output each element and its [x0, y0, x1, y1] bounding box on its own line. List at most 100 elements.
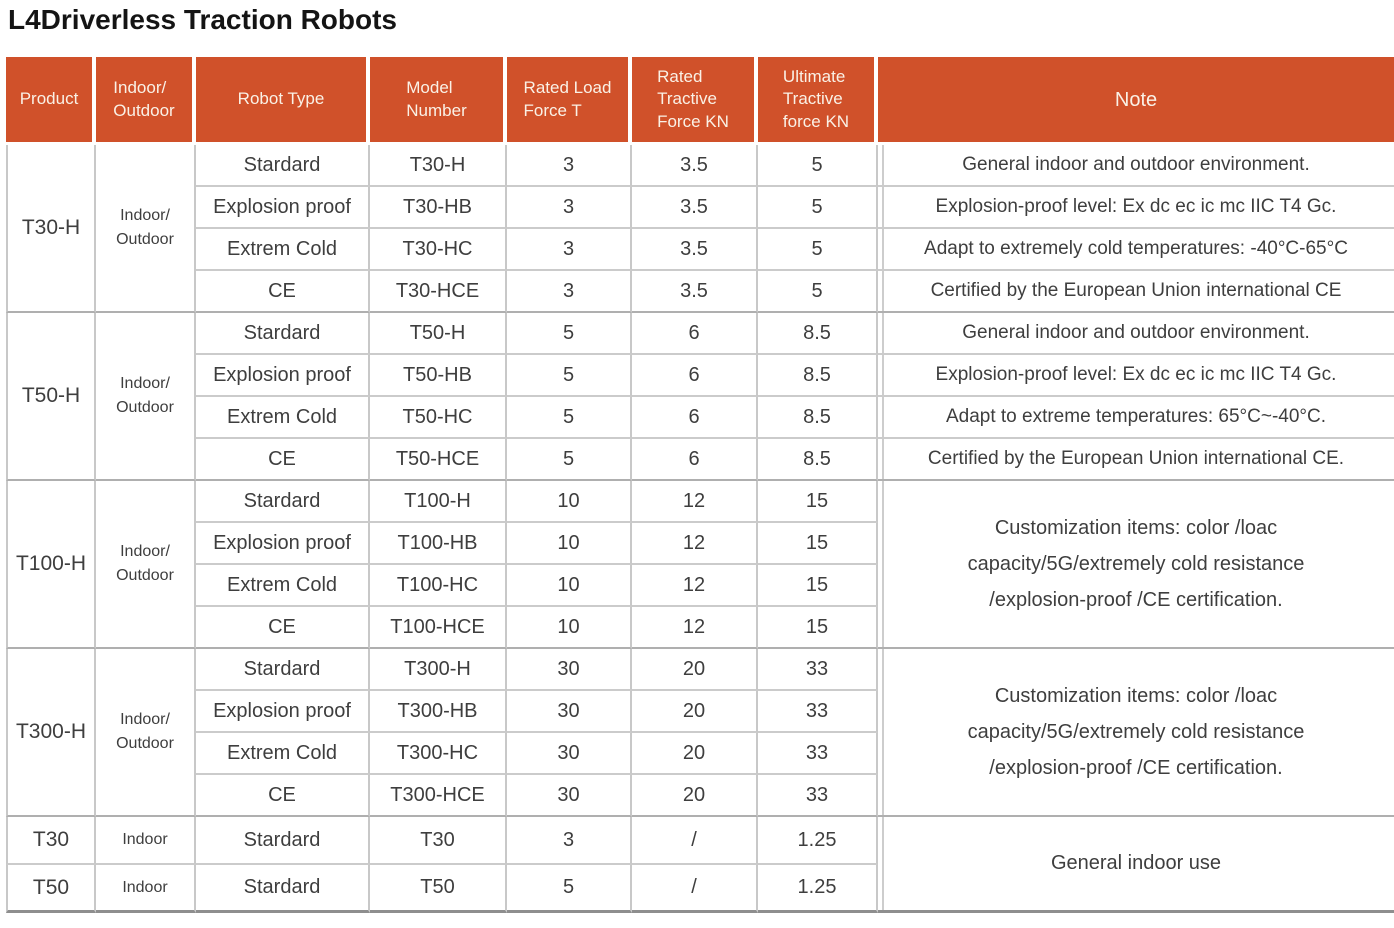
- rated-load-cell: 10: [507, 481, 632, 523]
- column-header-label: Note: [1114, 88, 1158, 111]
- rated-load-cell: 10: [507, 607, 632, 649]
- rated-load-cell: 10: [507, 565, 632, 607]
- rated-tractive-cell: 12: [632, 607, 758, 649]
- ultimate-tractive-cell: 33: [758, 775, 878, 817]
- model-cell: T50-HCE: [370, 439, 507, 481]
- model-cell: T30-H: [370, 145, 507, 187]
- rated-tractive-cell: 6: [632, 397, 758, 439]
- robot-type-cell: Stardard: [196, 649, 370, 691]
- product-cell: T100-H: [6, 481, 96, 649]
- robot-type-cell: Stardard: [196, 865, 370, 913]
- product-cell: T50-H: [6, 313, 96, 481]
- rated-tractive-cell: 6: [632, 313, 758, 355]
- column-header-robot-type: Robot Type: [196, 57, 370, 145]
- column-header-indoor-outdoor: Indoor/ Outdoor: [96, 57, 196, 145]
- ultimate-tractive-cell: 33: [758, 649, 878, 691]
- rated-load-cell: 5: [507, 355, 632, 397]
- robot-type-cell: Explosion proof: [196, 355, 370, 397]
- rated-load-cell: 3: [507, 145, 632, 187]
- rated-load-cell: 3: [507, 817, 632, 865]
- model-cell: T30-HCE: [370, 271, 507, 313]
- ultimate-tractive-cell: 33: [758, 733, 878, 775]
- robot-type-cell: Extrem Cold: [196, 229, 370, 271]
- ultimate-tractive-cell: 1.25: [758, 817, 878, 865]
- column-header-label: Product: [19, 89, 79, 109]
- ultimate-tractive-cell: 5: [758, 187, 878, 229]
- robot-type-cell: Extrem Cold: [196, 733, 370, 775]
- rated-tractive-cell: 20: [632, 733, 758, 775]
- rated-load-cell: 30: [507, 691, 632, 733]
- robot-type-cell: Explosion proof: [196, 523, 370, 565]
- environment-cell: Indoor/ Outdoor: [96, 649, 196, 817]
- robot-type-cell: CE: [196, 775, 370, 817]
- column-header-label: Rated Tractive Force KN: [657, 67, 729, 131]
- column-header-label: Rated Load Force T: [523, 78, 612, 120]
- rated-load-cell: 30: [507, 775, 632, 817]
- robot-type-cell: Stardard: [196, 817, 370, 865]
- column-header-model-number: Model Number: [370, 57, 507, 145]
- rated-tractive-cell: /: [632, 817, 758, 865]
- note-cell: General indoor and outdoor environment.: [878, 313, 1394, 355]
- robot-type-cell: Stardard: [196, 313, 370, 355]
- note-cell: Adapt to extreme temperatures: 65°C~-40°…: [878, 397, 1394, 439]
- robot-type-cell: Extrem Cold: [196, 397, 370, 439]
- robot-type-cell: Extrem Cold: [196, 565, 370, 607]
- robot-type-cell: CE: [196, 439, 370, 481]
- rated-tractive-cell: 3.5: [632, 145, 758, 187]
- rated-tractive-cell: 6: [632, 439, 758, 481]
- ultimate-tractive-cell: 15: [758, 607, 878, 649]
- ultimate-tractive-cell: 15: [758, 481, 878, 523]
- column-header-label: Indoor/ Outdoor: [113, 78, 175, 120]
- environment-cell: Indoor/ Outdoor: [96, 481, 196, 649]
- ultimate-tractive-cell: 5: [758, 229, 878, 271]
- model-cell: T300-HC: [370, 733, 507, 775]
- model-cell: T300-HCE: [370, 775, 507, 817]
- note-cell: Certified by the European Union internat…: [878, 439, 1394, 481]
- product-cell: T300-H: [6, 649, 96, 817]
- environment-cell: Indoor: [96, 817, 196, 865]
- model-cell: T50-HC: [370, 397, 507, 439]
- note-cell: Customization items: color /loac capacit…: [878, 649, 1394, 817]
- column-header-label: Ultimate Tractive force KN: [782, 67, 850, 131]
- ultimate-tractive-cell: 15: [758, 523, 878, 565]
- product-cell: T30: [6, 817, 96, 865]
- ultimate-tractive-cell: 5: [758, 145, 878, 187]
- column-header-rated-tractive: Rated Tractive Force KN: [632, 57, 758, 145]
- robot-type-cell: CE: [196, 271, 370, 313]
- rated-load-cell: 3: [507, 187, 632, 229]
- page-title: L4Driverless Traction Robots: [8, 4, 398, 35]
- environment-cell: Indoor/ Outdoor: [96, 145, 196, 313]
- model-cell: T100-HC: [370, 565, 507, 607]
- robot-type-cell: CE: [196, 607, 370, 649]
- rated-tractive-cell: 12: [632, 481, 758, 523]
- rated-tractive-cell: 20: [632, 775, 758, 817]
- rated-load-cell: 5: [507, 313, 632, 355]
- ultimate-tractive-cell: 8.5: [758, 397, 878, 439]
- note-cell: General indoor and outdoor environment.: [878, 145, 1394, 187]
- model-cell: T50: [370, 865, 507, 913]
- column-header-note: Note: [878, 57, 1394, 145]
- robot-type-cell: Explosion proof: [196, 691, 370, 733]
- model-cell: T50-HB: [370, 355, 507, 397]
- note-cell: Customization items: color /loac capacit…: [878, 481, 1394, 649]
- rated-tractive-cell: 3.5: [632, 271, 758, 313]
- rated-load-cell: 10: [507, 523, 632, 565]
- product-cell: T30-H: [6, 145, 96, 313]
- product-cell: T50: [6, 865, 96, 913]
- robot-type-cell: Explosion proof: [196, 187, 370, 229]
- column-header-product: Product: [6, 57, 96, 145]
- note-cell: Explosion-proof level: Ex dc ec ic mc II…: [878, 187, 1394, 229]
- rated-load-cell: 30: [507, 733, 632, 775]
- note-cell: General indoor use: [878, 817, 1394, 913]
- ultimate-tractive-cell: 8.5: [758, 313, 878, 355]
- model-cell: T100-HB: [370, 523, 507, 565]
- note-cell: Certified by the European Union internat…: [878, 271, 1394, 313]
- rated-load-cell: 3: [507, 229, 632, 271]
- model-cell: T100-H: [370, 481, 507, 523]
- model-cell: T50-H: [370, 313, 507, 355]
- column-header-rated-load: Rated Load Force T: [507, 57, 632, 145]
- rated-tractive-cell: 3.5: [632, 229, 758, 271]
- rated-load-cell: 3: [507, 271, 632, 313]
- ultimate-tractive-cell: 15: [758, 565, 878, 607]
- ultimate-tractive-cell: 8.5: [758, 439, 878, 481]
